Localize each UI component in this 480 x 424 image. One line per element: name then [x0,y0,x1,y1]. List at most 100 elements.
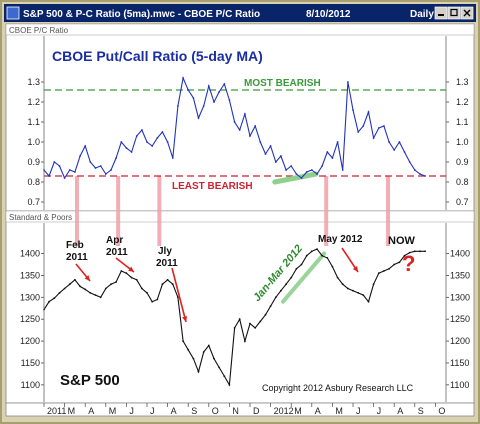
x-tick-label: N [232,406,239,416]
spx-point [192,357,195,360]
spx-point [166,278,169,281]
pc-point [213,101,215,103]
spx-trend-highlight [280,251,327,304]
pc-point [367,111,370,113]
arrow-apr-2011-head [128,266,134,272]
spx-point [233,327,236,329]
pc-point [408,161,411,163]
x-tick-label: J [150,406,155,416]
x-tick-label: 2012 [274,406,294,416]
pc-point [269,145,272,147]
pc-point [393,149,396,151]
question-mark: ? [402,251,415,276]
arrow-jly-2011-head [182,316,188,322]
x-tick-label: M [109,406,117,416]
pc-point [310,169,313,171]
close-button[interactable] [460,6,474,20]
spx-point [228,384,231,386]
pc-point [398,141,401,143]
pc-point [403,151,406,153]
arrow-may-2012-head [352,266,358,272]
pc-point [249,135,251,137]
pc-point [362,125,365,127]
spx-point [135,278,138,281]
pc-point [244,113,246,115]
pc-ytick-left: 0.9 [27,157,40,167]
pc-point [207,85,210,87]
minimize-button[interactable] [434,6,448,20]
spx-point [202,351,205,353]
x-tick-label: D [253,406,260,416]
spx-panel-label: Standard & Poors [9,213,72,222]
spx-point [94,294,97,296]
pc-point [295,173,298,175]
pc-point [141,129,143,131]
pc-point [419,173,421,175]
spx-ytick-right: 1400 [450,249,470,259]
spx-point [367,300,370,303]
pc-point [388,141,390,143]
x-tick-label: J [377,406,382,416]
pc-point [372,137,375,139]
spx-ytick-right: 1250 [450,314,470,324]
spx-point [223,375,226,377]
spx-point [84,288,87,291]
pc-point [347,81,349,83]
spx-point [285,283,287,286]
spx-point [419,250,421,253]
pc-ytick-right: 0.9 [456,157,469,167]
pc-point [259,141,262,143]
x-tick-label: S [418,406,424,416]
pc-ytick-left: 1.2 [27,97,40,107]
pc-point [156,137,159,139]
annotation-arrows [75,247,359,323]
pink-guide-1 [116,176,121,246]
spx-panel-header [5,210,475,223]
spx-point [68,283,71,286]
x-tick-label: M [335,406,343,416]
pc-panel [5,23,475,212]
spx-point [171,283,174,286]
pc-ytick-right: 1.2 [456,97,469,107]
pc-point [104,173,107,175]
spx-ytick-left: 1150 [21,358,40,368]
now-label: NOW [388,235,416,247]
spx-plot [43,248,426,387]
app-icon [6,6,20,20]
pc-point [326,151,329,153]
spx-point [347,287,349,290]
pc-point [94,167,97,169]
pc-point [357,131,360,133]
spx-ytick-right: 1200 [450,336,470,346]
spx-point [424,250,426,253]
pc-point [218,91,221,93]
title-bar [4,4,476,22]
pc-point [182,77,185,79]
spx-point [207,344,210,347]
least-bearish-label: LEAST BEARISH [172,181,253,192]
spx-point [125,272,128,275]
pc-point [228,99,231,101]
spx-point [259,320,262,323]
pc-point [352,109,354,111]
pc-point [58,165,61,167]
spx-point [393,263,396,266]
spx-point [53,297,56,300]
spx-point [141,287,143,290]
spx-point [182,340,185,342]
spx-ytick-right: 1100 [450,380,469,390]
pc-point [336,141,339,143]
window-date: 8/10/2012 [306,9,351,20]
spx-ytick-right: 1350 [450,270,470,280]
spx-point [79,285,81,288]
x-tick-label: A [171,406,177,416]
pc-plot [43,76,446,185]
spx-point [352,289,354,292]
pink-guide-3 [324,176,329,246]
spx-point [372,283,375,286]
pink-guide-4 [386,176,391,246]
pc-point [48,175,50,177]
maximize-button[interactable] [447,6,461,20]
pc-point [280,155,282,157]
